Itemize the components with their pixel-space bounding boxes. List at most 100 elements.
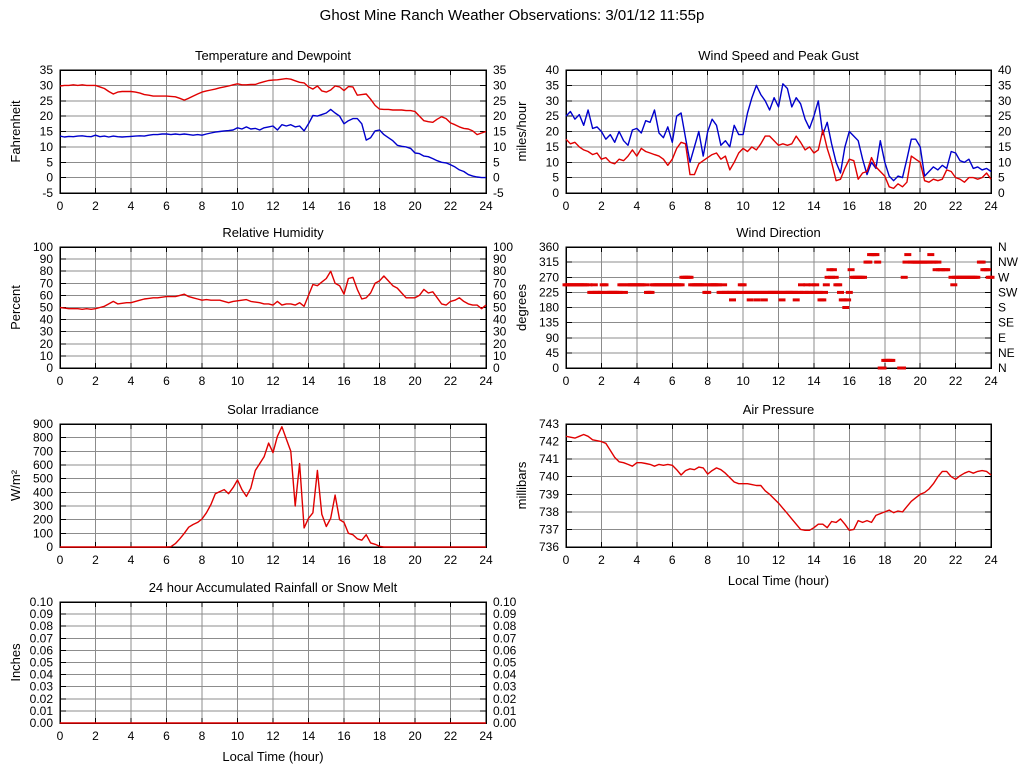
x-tick-label: 24 <box>479 729 493 743</box>
data-point <box>812 283 820 287</box>
y-tick-label-right: 40 <box>998 63 1012 77</box>
y-tick-label: 400 <box>33 485 53 499</box>
x-tick-label: 18 <box>878 199 892 213</box>
y-tick-label-right: -5 <box>493 186 504 200</box>
y-tick-label: 741 <box>539 452 559 466</box>
y-tick-label: -5 <box>42 186 53 200</box>
y-tick-label-right: 0.02 <box>493 692 517 706</box>
y-tick-label-right: 0.06 <box>493 643 517 657</box>
y-tick-label: 315 <box>539 255 559 269</box>
y-tick-label: 200 <box>33 513 53 527</box>
plot-border <box>565 69 992 194</box>
y-axis-label: Fahrenheit <box>8 100 23 163</box>
plot-border <box>59 423 487 548</box>
y-tick-label: 0.02 <box>30 692 54 706</box>
data-point <box>860 275 867 279</box>
data-point <box>987 275 995 279</box>
x-tick-label: 24 <box>984 374 998 388</box>
y-tick-label-right: 50 <box>493 301 507 315</box>
y-tick-label: 50 <box>40 301 54 315</box>
x-tick-label: 20 <box>408 553 422 567</box>
y-tick-label: 40 <box>546 63 560 77</box>
data-point <box>842 306 850 309</box>
x-tick-label: 22 <box>444 199 458 213</box>
y-tick-label: 30 <box>40 78 54 92</box>
x-tick-label: 0 <box>57 729 64 743</box>
data-point <box>899 366 906 370</box>
y-tick-label-right: NE <box>998 346 1015 360</box>
x-tick-label: 2 <box>598 199 605 213</box>
data-point <box>927 253 935 257</box>
data-point <box>934 260 942 264</box>
y-tick-label: 0.01 <box>30 704 54 718</box>
y-tick-label-right: 30 <box>493 325 507 339</box>
y-tick-label-right: 0.03 <box>493 680 517 694</box>
x-tick-label: 16 <box>843 199 857 213</box>
x-tick-label: 14 <box>302 553 316 567</box>
y-axis-label: millibars <box>514 461 529 509</box>
y-tick-label: 90 <box>40 252 54 266</box>
chart-air-pressure: 0 2 4 6 8 10 12 14 16 18 20 22 247367377387397407417… <box>514 402 998 588</box>
x-tick-label: 2 <box>598 553 605 567</box>
series-pressure <box>565 433 992 531</box>
x-tick-label: 10 <box>736 199 750 213</box>
data-point <box>948 275 956 279</box>
x-tick-label: 4 <box>633 374 640 388</box>
data-point <box>739 283 747 287</box>
x-tick-label: 12 <box>266 553 280 567</box>
y-tick-label: 0.09 <box>30 607 54 621</box>
y-tick-label: 360 <box>539 240 559 254</box>
x-tick-label: 10 <box>231 729 245 743</box>
x-tick-label: 20 <box>408 374 422 388</box>
data-point <box>704 290 712 294</box>
y-tick-label-right: N <box>998 361 1007 375</box>
y-tick-label: 743 <box>539 417 559 431</box>
x-tick-label: 18 <box>878 374 892 388</box>
data-point <box>615 290 623 294</box>
data-point <box>840 298 848 302</box>
data-point <box>642 283 650 287</box>
data-point <box>808 283 816 287</box>
y-tick-label: 0.05 <box>30 656 54 670</box>
x-tick-label: 0 <box>563 553 570 567</box>
y-tick-label-right: 5 <box>998 171 1005 185</box>
x-tick-label: 6 <box>163 199 170 213</box>
x-tick-label: 22 <box>444 729 458 743</box>
data-point <box>937 268 945 272</box>
y-tick-label-right: 0.07 <box>493 631 517 645</box>
y-tick-label: 270 <box>539 270 559 284</box>
data-point <box>790 290 798 294</box>
y-axis-label: W/m² <box>8 469 23 501</box>
y-tick-label: 40 <box>40 313 54 327</box>
y-tick-label: 737 <box>539 522 559 536</box>
y-tick-label: 0 <box>552 186 559 200</box>
data-point <box>984 268 991 272</box>
x-tick-label: 0 <box>563 374 570 388</box>
data-point <box>900 275 908 279</box>
data-point <box>925 260 933 264</box>
x-tick-label: 20 <box>913 374 927 388</box>
y-tick-label: 25 <box>40 94 54 108</box>
y-tick-label: 0.03 <box>30 680 54 694</box>
y-tick-label-right: 80 <box>493 264 507 278</box>
y-tick-label-right: 25 <box>493 94 507 108</box>
y-tick-label: 0.08 <box>30 619 54 633</box>
data-point <box>736 290 743 294</box>
data-point <box>601 283 609 287</box>
y-tick-label-right: 0.05 <box>493 656 517 670</box>
y-tick-label-right: SW <box>998 285 1018 299</box>
x-tick-label: 18 <box>373 199 387 213</box>
x-tick-label: 2 <box>92 553 99 567</box>
data-point <box>874 260 882 264</box>
y-tick-label: 0 <box>552 361 559 375</box>
y-axis-label: Percent <box>8 285 23 330</box>
series-wind-direction <box>562 253 995 370</box>
data-point <box>844 298 852 302</box>
y-tick-label-right: 10 <box>998 155 1012 169</box>
data-point <box>638 283 646 287</box>
y-axis-label: miles/hour <box>514 101 529 162</box>
x-tick-label: 24 <box>479 553 493 567</box>
data-point <box>837 290 844 294</box>
